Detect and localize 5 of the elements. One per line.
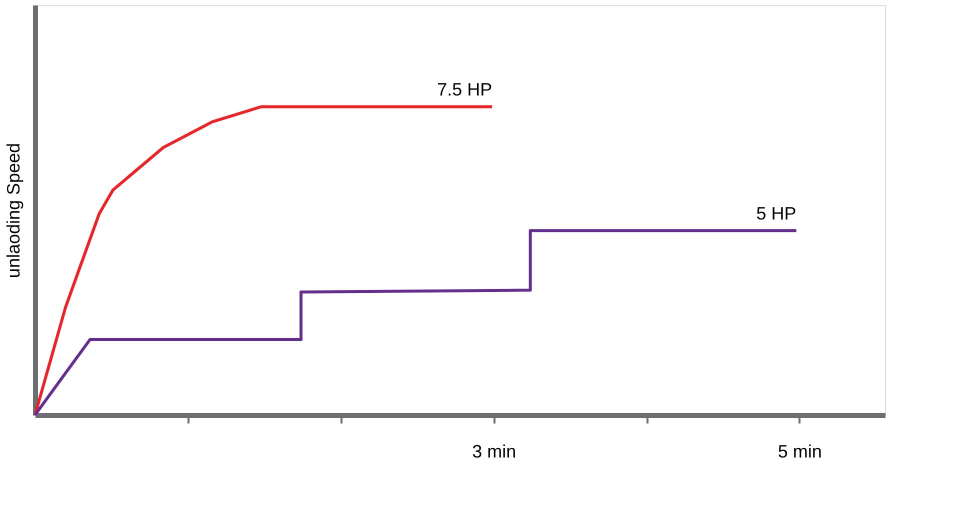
x-tick-label: 5 min <box>778 442 822 462</box>
x-tick-label: 3 min <box>472 442 516 462</box>
series-label: 5 HP <box>756 204 796 224</box>
y-axis-title: unlaoding Speed <box>4 142 24 278</box>
series-label: 7.5 HP <box>437 80 492 100</box>
